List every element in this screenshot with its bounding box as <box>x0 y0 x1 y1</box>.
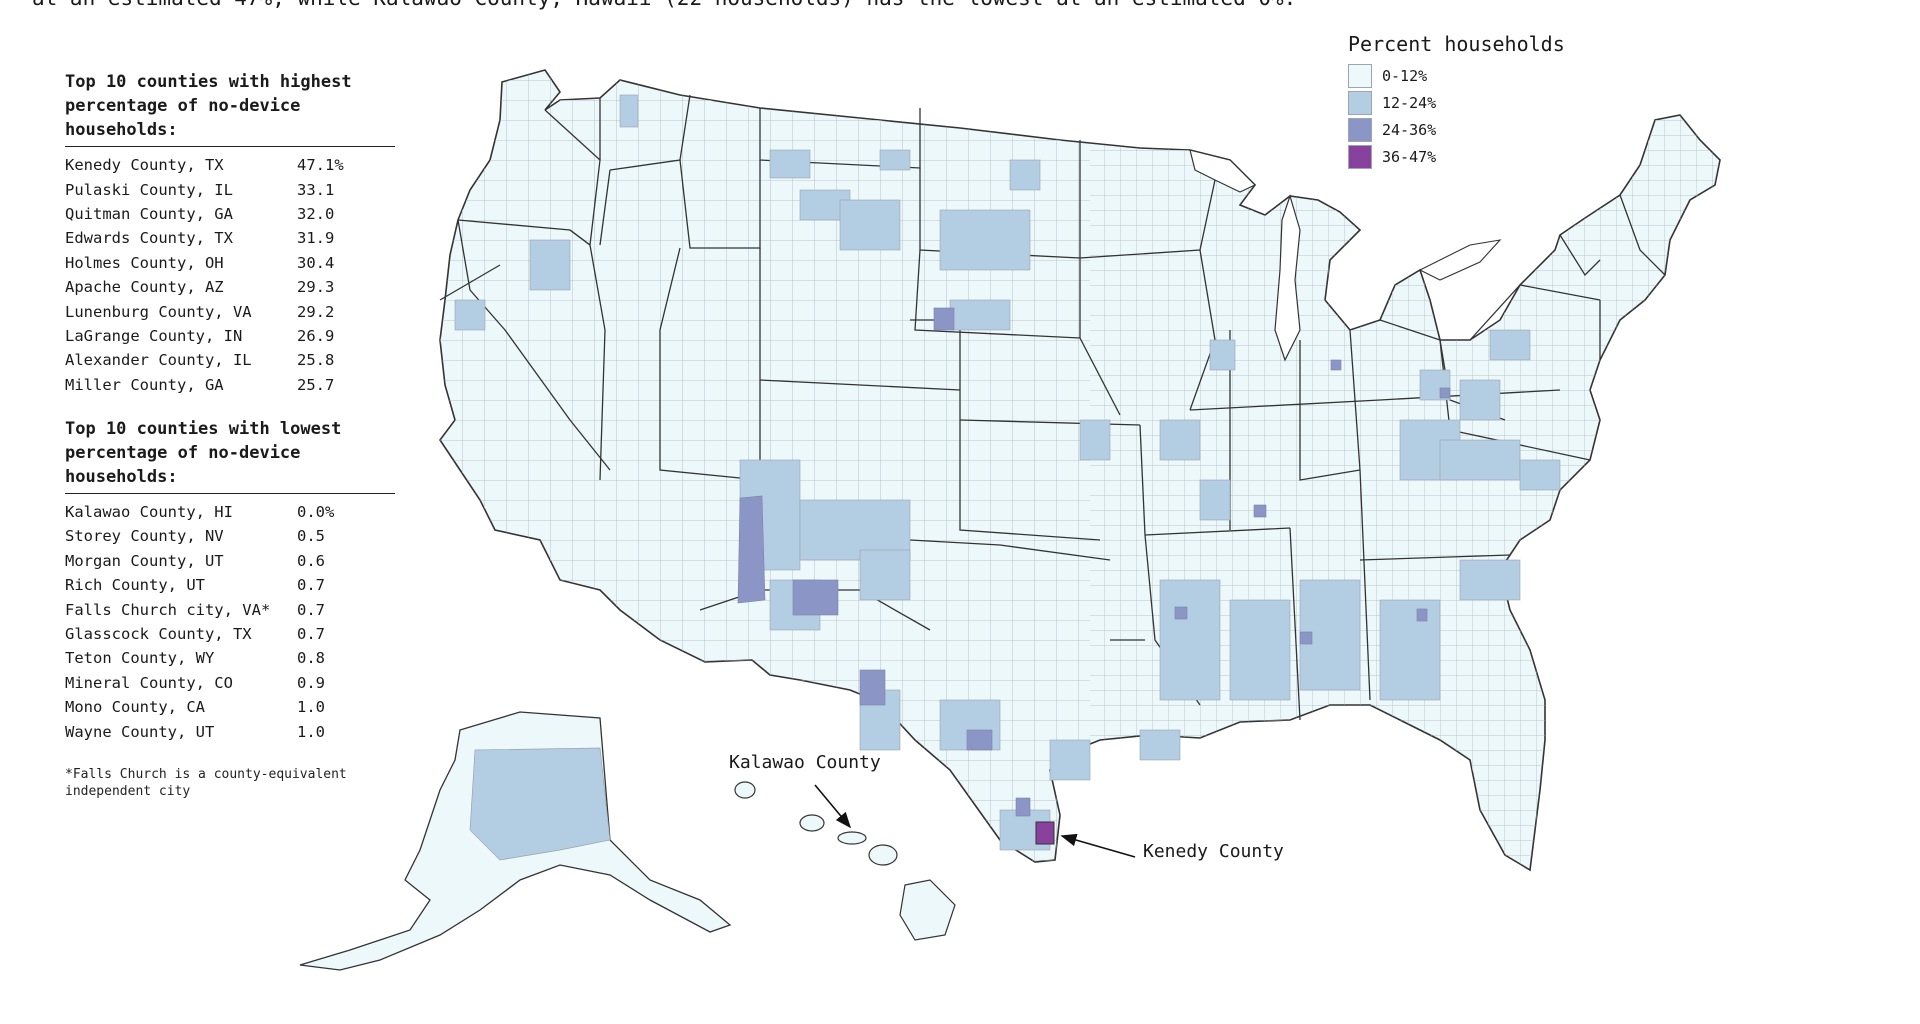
county-row: Lunenburg County, VA 29.2 <box>65 299 344 323</box>
county-percent: 25.8 <box>297 351 335 370</box>
county-name: Storey County, NV <box>65 527 224 546</box>
county-row: Miller County, GA 25.7 <box>65 373 344 397</box>
alaska-county-shade <box>469 747 611 861</box>
county-name: Miller County, GA <box>65 375 224 394</box>
county-percent: 26.9 <box>297 326 335 345</box>
county-percent: 32.0 <box>297 204 335 223</box>
legend-label: 36-47% <box>1382 147 1437 166</box>
county-name: Lunenburg County, VA <box>65 302 252 321</box>
legend-item: 0-12% <box>1348 62 1565 89</box>
county-row: Teton County, WY 0.8 <box>65 646 334 670</box>
highest-table: Kenedy County, TX 47.1% Pulaski County, IL… <box>65 153 344 397</box>
lake-superior <box>1189 149 1257 193</box>
county-name: Wayne County, UT <box>65 722 215 741</box>
counties-24-36 <box>737 307 1451 817</box>
county-lines-east <box>1090 115 1720 870</box>
footnote: *Falls Church is a county-equivalent ind… <box>65 766 347 799</box>
county-name: Kalawao County, HI <box>65 503 233 522</box>
hawaii-islands <box>734 781 956 941</box>
county-row: Edwards County, TX 31.9 <box>65 226 344 250</box>
county-percent: 0.7 <box>297 600 325 619</box>
legend-swatch <box>1348 144 1372 169</box>
kalawao-arrow <box>814 784 852 829</box>
county-percent: 29.3 <box>297 278 335 297</box>
county-row: Rich County, UT 0.7 <box>65 573 334 597</box>
lake-michigan <box>1274 193 1301 362</box>
county-percent: 0.9 <box>297 673 325 692</box>
county-percent: 29.2 <box>297 302 335 321</box>
county-row: Glasscock County, TX 0.7 <box>65 622 334 646</box>
legend-label: 0-12% <box>1382 66 1428 85</box>
county-percent: 30.4 <box>297 253 335 272</box>
county-name: Rich County, UT <box>65 576 205 595</box>
kalawao-label: Kalawao County <box>729 752 881 773</box>
county-name: Teton County, WY <box>65 649 215 668</box>
county-percent: 1.0 <box>297 722 325 741</box>
county-row: Kalawao County, HI 0.0% <box>65 500 334 524</box>
legend-item: 12-24% <box>1348 89 1565 116</box>
county-row: Storey County, NV 0.5 <box>65 524 334 548</box>
legend-swatch <box>1348 63 1372 88</box>
county-row: Holmes County, OH 30.4 <box>65 251 344 275</box>
lowest-table: Kalawao County, HI 0.0% Storey County, NV 0… <box>65 500 334 744</box>
legend-swatch <box>1348 90 1372 115</box>
lowest-heading: Top 10 counties with lowest percentage o… <box>65 417 395 494</box>
county-percent: 0.0% <box>297 503 335 522</box>
legend-label: 12-24% <box>1382 93 1437 112</box>
county-percent: 0.7 <box>297 576 325 595</box>
county-row: Morgan County, UT 0.6 <box>65 549 334 573</box>
county-row: Quitman County, GA 32.0 <box>65 202 344 226</box>
legend-item: 24-36% <box>1348 116 1565 143</box>
county-name: Falls Church city, VA* <box>65 600 271 619</box>
county-row: Mono County, CA 1.0 <box>65 695 334 719</box>
county-percent: 33.1 <box>297 180 335 199</box>
map-legend: Percent households 0-12% 12-24% 24-36% 36-4… <box>1348 32 1565 170</box>
county-name: Holmes County, OH <box>65 253 224 272</box>
county-row: Wayne County, UT 1.0 <box>65 719 334 743</box>
intro-text: at an estimated 47%, while Kalawao Count… <box>32 0 1892 10</box>
county-name: Apache County, AZ <box>65 278 224 297</box>
lake-erie <box>1418 239 1502 281</box>
county-percent: 1.0 <box>297 698 325 717</box>
county-percent: 25.7 <box>297 375 335 394</box>
county-percent: 0.7 <box>297 625 325 644</box>
county-name: Quitman County, GA <box>65 204 233 223</box>
county-row: Apache County, AZ 29.3 <box>65 275 344 299</box>
county-name: Mono County, CA <box>65 698 205 717</box>
kenedy-label: Kenedy County <box>1143 841 1284 862</box>
county-percent: 0.5 <box>297 527 325 546</box>
county-name: Edwards County, TX <box>65 229 233 248</box>
highest-heading: Top 10 counties with highest percentage … <box>65 70 395 147</box>
county-row: Alexander County, IL 25.8 <box>65 348 344 372</box>
county-percent: 47.1% <box>297 156 344 175</box>
county-row: Mineral County, CO 0.9 <box>65 671 334 695</box>
ranking-panel: Top 10 counties with highest percentage … <box>65 70 395 800</box>
county-percent: 0.6 <box>297 551 325 570</box>
county-name: Morgan County, UT <box>65 551 224 570</box>
kenedy-arrow <box>1060 833 1136 858</box>
legend-swatch <box>1348 117 1372 142</box>
county-percent: 31.9 <box>297 229 335 248</box>
county-percent: 0.8 <box>297 649 325 668</box>
county-row: LaGrange County, IN 26.9 <box>65 324 344 348</box>
counties-12-24 <box>454 94 1561 851</box>
county-name: Alexander County, IL <box>65 351 252 370</box>
legend-item: 36-47% <box>1348 143 1565 170</box>
county-row: Pulaski County, IL 33.1 <box>65 177 344 201</box>
legend-label: 24-36% <box>1382 120 1437 139</box>
county-name: Kenedy County, TX <box>65 156 224 175</box>
county-name: LaGrange County, IN <box>65 326 243 345</box>
county-name: Pulaski County, IL <box>65 180 233 199</box>
county-row: Falls Church city, VA* 0.7 <box>65 597 334 621</box>
county-name: Mineral County, CO <box>65 673 233 692</box>
legend-title: Percent households <box>1348 32 1565 56</box>
county-row: Kenedy County, TX 47.1% <box>65 153 344 177</box>
kenedy-county-region <box>1035 821 1055 845</box>
county-name: Glasscock County, TX <box>65 625 252 644</box>
